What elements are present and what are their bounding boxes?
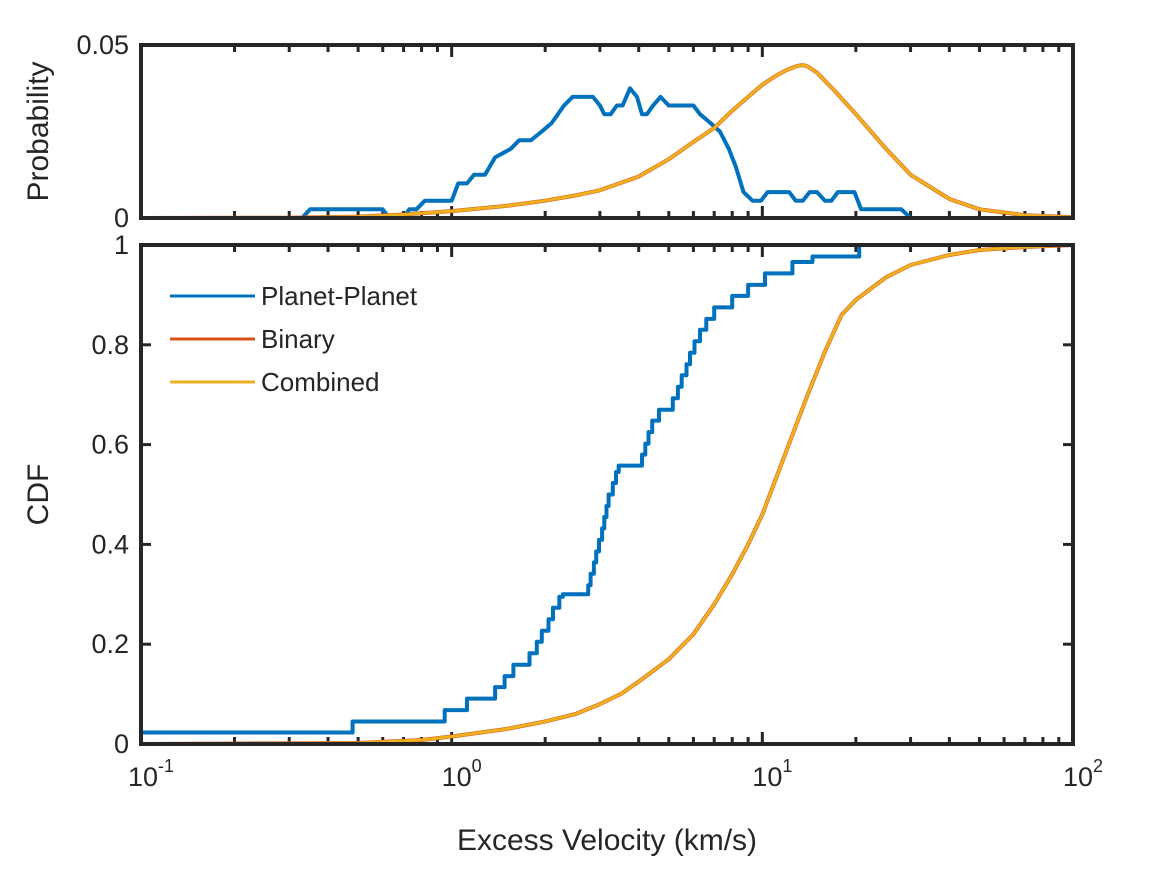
x-tick-label: 102 <box>1063 756 1103 792</box>
legend-label-planet-planet: Planet-Planet <box>261 281 418 311</box>
x-tick-label: 10-1 <box>128 756 174 792</box>
x-tick-label-exponent: 2 <box>1093 756 1103 776</box>
x-tick-label-base: 10 <box>752 762 782 792</box>
top-y-axis-title: Probability <box>22 61 55 201</box>
bottom-y-tick-label: 1 <box>114 230 129 260</box>
bottom-series-line-combined <box>141 243 1073 744</box>
bottom-y-tick-label: 0.8 <box>91 330 129 360</box>
x-tick-label-exponent: 0 <box>472 756 482 776</box>
x-tick-label: 101 <box>752 756 792 792</box>
bottom-y-tick-label: 0 <box>114 729 129 759</box>
bottom-y-axis-title: CDF <box>22 464 55 526</box>
bottom-y-tick-label: 0.6 <box>91 430 129 460</box>
x-tick-label-exponent: 1 <box>782 756 792 776</box>
top-series-line-combined <box>141 63 1073 218</box>
legend-label-binary: Binary <box>261 324 335 354</box>
x-tick-label-base: 10 <box>128 762 158 792</box>
top-series-line-planet-planet <box>141 86 1073 218</box>
bottom-y-tick-label: 0.4 <box>91 529 129 559</box>
top-axes-border <box>139 43 1075 220</box>
bottom-axes-border <box>139 243 1075 746</box>
top-y-tick-label: 0 <box>114 203 129 233</box>
legend-label-combined: Combined <box>261 367 380 397</box>
x-tick-label: 100 <box>442 756 482 792</box>
top-axes-frame <box>139 43 1075 220</box>
legend: Planet-Planet Binary Combined <box>170 281 418 397</box>
x-tick-label-base: 10 <box>442 762 472 792</box>
x-tick-label-base: 10 <box>1063 762 1093 792</box>
bottom-y-tick-label: 0.2 <box>91 629 129 659</box>
top-y-tick-label: 0.05 <box>76 30 129 60</box>
bottom-series-line-planet-planet <box>141 243 1073 735</box>
x-axis-title: Excess Velocity (km/s) <box>457 824 757 857</box>
probability-panel: 0 0.05 Probability <box>22 30 1075 233</box>
x-tick-label-exponent: -1 <box>158 756 174 776</box>
